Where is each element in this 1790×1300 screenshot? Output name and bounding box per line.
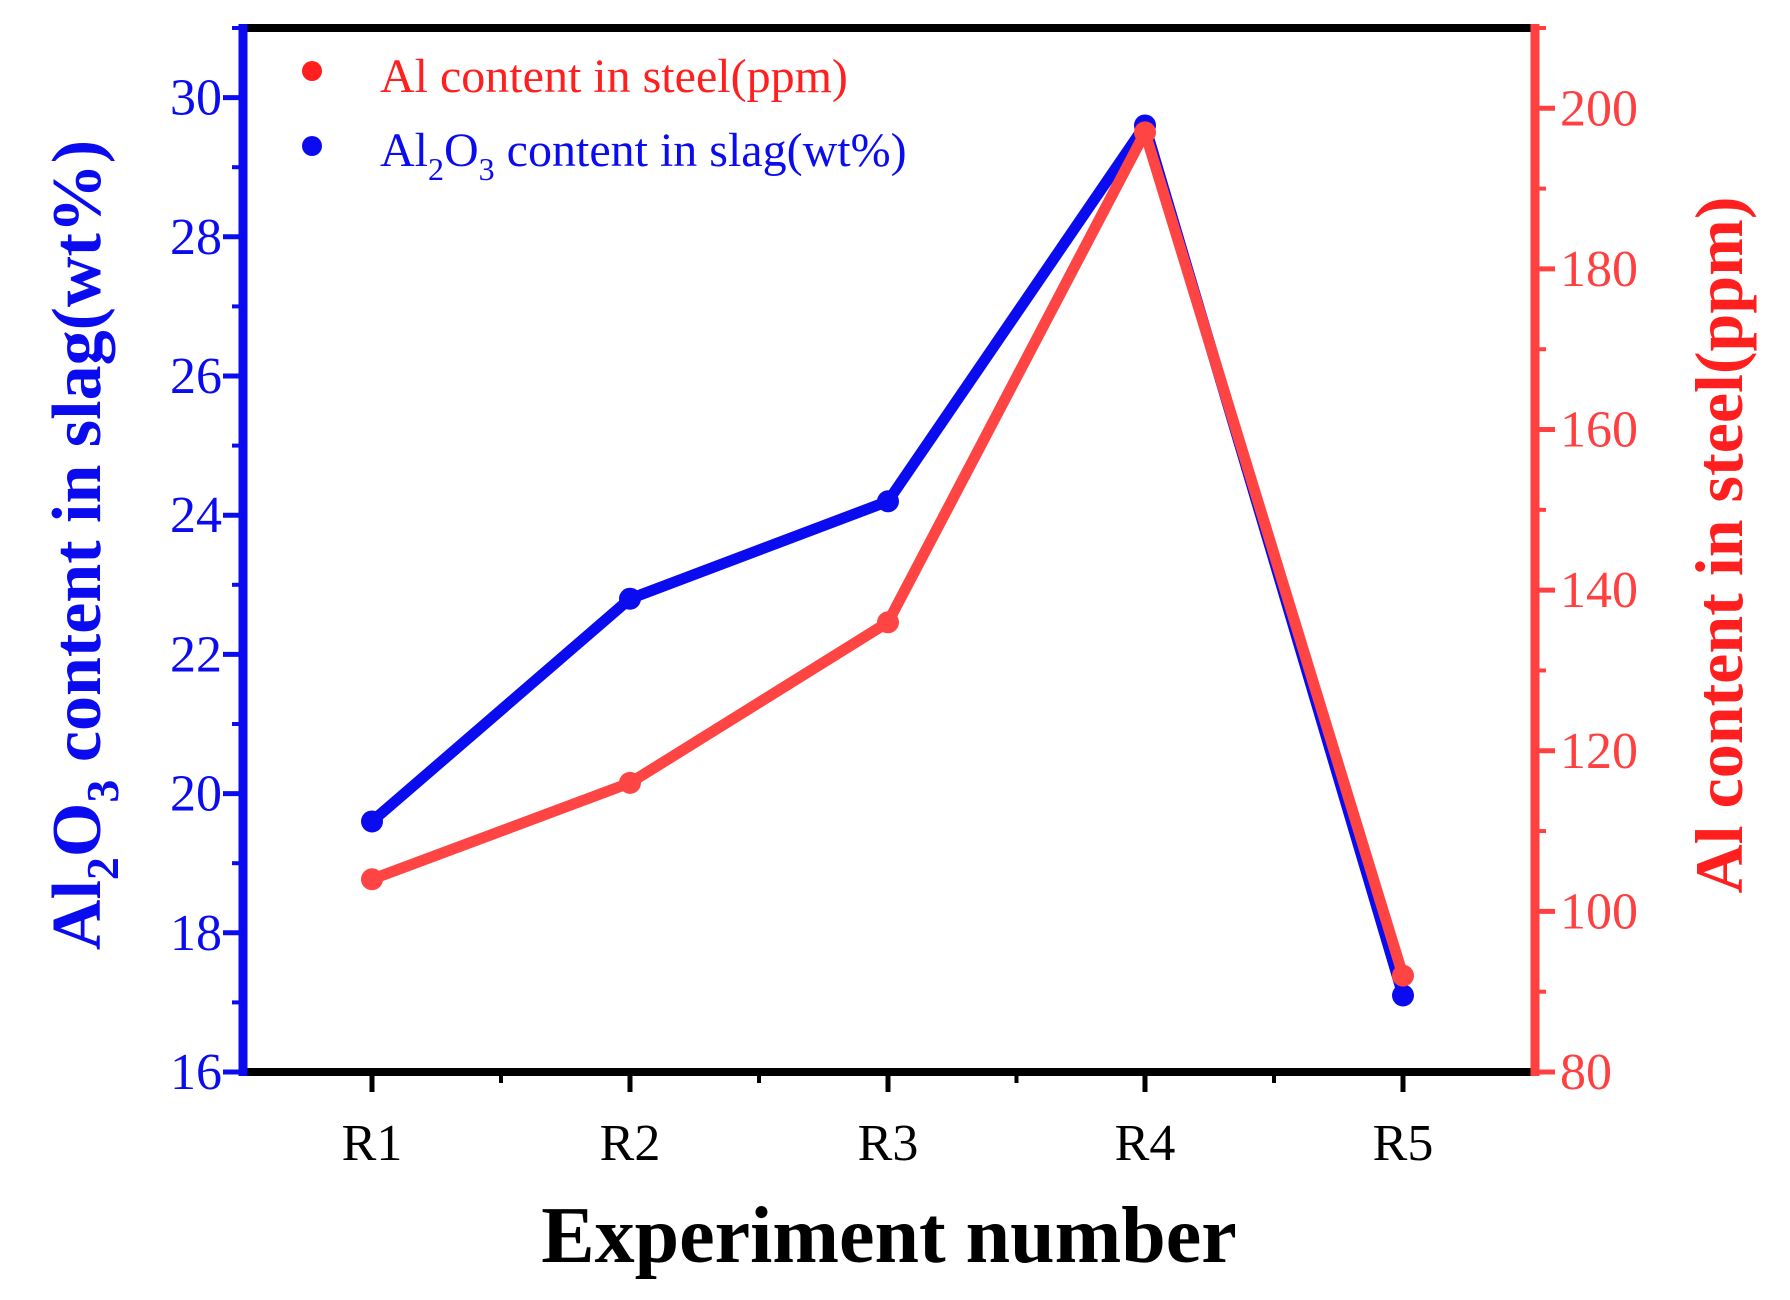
legend-label-al2o3-slag: Al2O3 content in slag(wt%) <box>380 124 907 187</box>
data-point-al-steel <box>361 868 383 891</box>
right-y-axis-title: Al content in steel(ppm) <box>1681 197 1757 894</box>
left-y-axis-title: Al2O3 content in slag(wt%) <box>39 140 128 950</box>
left-y-axis-ticks: 16 18 20 22 24 26 28 30 <box>170 26 243 1101</box>
x-tick-label: R4 <box>1115 1115 1176 1172</box>
x-tick-label: R1 <box>342 1115 403 1172</box>
data-point-al-steel <box>619 771 641 794</box>
x-tick-label: R2 <box>600 1115 661 1172</box>
data-point-al2o3-slag <box>1392 984 1414 1007</box>
left-y-tick-label: 30 <box>170 70 222 127</box>
right-y-tick-label: 160 <box>1560 402 1638 459</box>
right-y-tick-label: 180 <box>1560 241 1638 298</box>
x-tick-label: R3 <box>858 1115 919 1172</box>
left-y-tick-label: 26 <box>170 348 222 405</box>
x-axis-title: Experiment number <box>541 1192 1237 1280</box>
x-axis-ticks: R1 R2 R3 R4 R5 <box>342 1072 1434 1172</box>
data-point-al-steel <box>877 611 899 634</box>
series-line-al2o3-slag <box>366 119 1409 1001</box>
right-y-axis-ticks: 80 100 120 140 160 180 200 <box>1535 26 1638 1101</box>
legend-marker-al2o3-slag <box>302 136 322 156</box>
right-y-tick-label: 140 <box>1560 562 1638 619</box>
right-y-tick-label: 80 <box>1560 1044 1612 1101</box>
data-point-al2o3-slag <box>877 490 899 513</box>
data-point-al-steel <box>1392 964 1414 987</box>
data-point-al2o3-slag <box>361 810 383 833</box>
data-point-al2o3-slag <box>619 587 641 610</box>
legend: Al content in steel(ppm) Al2O3 content i… <box>302 50 907 187</box>
left-y-tick-label: 20 <box>170 766 222 823</box>
right-y-tick-label: 120 <box>1560 723 1638 780</box>
series-line-al-steel <box>366 126 1409 982</box>
left-y-tick-label: 28 <box>170 209 222 266</box>
left-y-tick-label: 18 <box>170 905 222 962</box>
legend-label-al-steel: Al content in steel(ppm) <box>380 50 848 103</box>
left-y-tick-label: 24 <box>170 487 222 544</box>
data-point-al-steel <box>1134 121 1156 144</box>
left-y-tick-label: 16 <box>170 1044 222 1101</box>
x-tick-label: R5 <box>1373 1115 1434 1172</box>
right-y-tick-label: 100 <box>1560 883 1638 940</box>
right-y-tick-label: 200 <box>1560 80 1638 137</box>
legend-marker-al-steel <box>302 61 322 81</box>
left-y-tick-label: 22 <box>170 626 222 683</box>
series-layer <box>361 114 1414 1007</box>
